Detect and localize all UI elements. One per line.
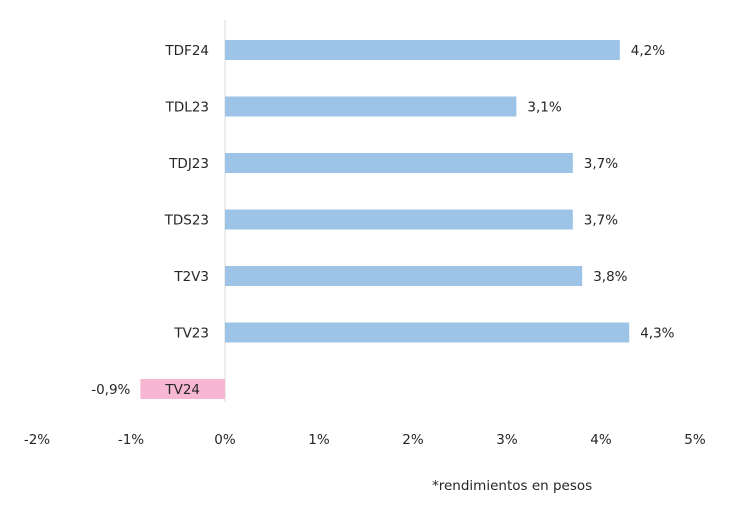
bar-t2v3 [225, 266, 583, 286]
bar-tds23 [225, 209, 573, 230]
data-label-tv23: 4,3% [640, 326, 674, 342]
category-label-tds23: TDS23 [164, 213, 209, 229]
x-tick-label: 0% [214, 432, 236, 448]
category-label-tdf24: TDF24 [164, 43, 209, 59]
data-label-tdj23: 3,7% [584, 156, 618, 172]
data-label-t2v3: 3,8% [593, 269, 627, 285]
category-label-t2v3: T2V3 [173, 269, 209, 285]
x-tick-label: 5% [684, 432, 706, 448]
category-label-tv23: TV23 [173, 326, 209, 342]
category-label-tdl23: TDL23 [165, 100, 209, 116]
category-label-tv24: TV24 [164, 382, 200, 398]
bar-tv23 [225, 322, 630, 343]
bar-tdl23 [225, 96, 517, 117]
bar-tdf24 [225, 40, 620, 60]
x-tick-label: 1% [308, 432, 330, 448]
bar-tv24 [140, 379, 225, 399]
x-tick-label: 4% [590, 432, 612, 448]
data-label-tv24: -0,9% [91, 382, 130, 398]
x-tick-label: -2% [24, 432, 50, 448]
data-label-tdl23: 3,1% [527, 100, 561, 116]
data-label-tdf24: 4,2% [631, 43, 665, 59]
footnote: *rendimientos en pesos [432, 478, 593, 494]
x-tick-label: 2% [402, 432, 424, 448]
bar-tdj23 [225, 153, 573, 173]
data-label-tds23: 3,7% [584, 213, 618, 229]
category-label-tdj23: TDJ23 [168, 156, 209, 172]
x-tick-label: -1% [118, 432, 144, 448]
x-tick-label: 3% [496, 432, 518, 448]
